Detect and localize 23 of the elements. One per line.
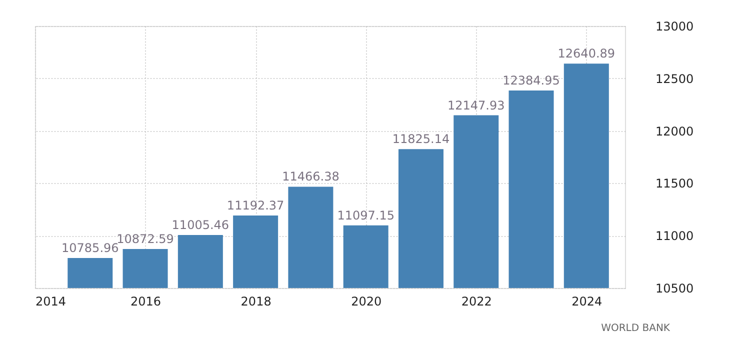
data-label: 12384.95 xyxy=(502,73,560,88)
data-label: 10872.59 xyxy=(116,232,174,246)
x-tick-label: 2014 xyxy=(36,294,66,308)
x-tick-label: 2018 xyxy=(240,294,272,308)
y-tick-label: 10500 xyxy=(656,282,694,296)
x-tick-label: 2022 xyxy=(461,294,492,308)
y-tick-label: 13000 xyxy=(656,20,694,34)
x-tick-label: 2016 xyxy=(130,294,162,308)
data-label: 11466.38 xyxy=(282,170,340,184)
y-tick-label: 12000 xyxy=(656,124,694,138)
text: WORLD BANK xyxy=(601,323,670,334)
data-label: 10785.96 xyxy=(62,241,119,256)
data-label: 11825.14 xyxy=(392,132,450,146)
data-label: 11097.15 xyxy=(337,208,394,222)
y-tick-label: 11000 xyxy=(656,229,694,244)
data-label: 11192.37 xyxy=(226,198,284,212)
data-label: 12147.93 xyxy=(447,98,505,112)
data-label: 12640.89 xyxy=(558,46,616,61)
x-tick-label: 2024 xyxy=(572,294,602,308)
x-tick-label: 2020 xyxy=(351,294,382,308)
data-label: 11005.46 xyxy=(172,218,230,232)
y-tick-label: 12500 xyxy=(656,72,694,86)
y-tick-label: 11500 xyxy=(656,176,694,191)
